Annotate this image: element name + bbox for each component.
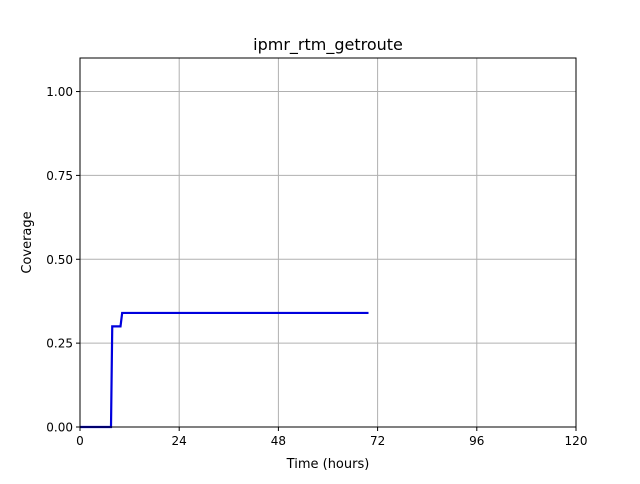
x-tick-label: 96 [469,434,484,448]
y-axis-label: Coverage [20,211,35,273]
coverage-series-line [80,311,369,429]
x-tick-label: 24 [172,434,187,448]
x-tick-label: 48 [271,434,286,448]
x-tick-label: 0 [76,434,84,448]
grid [79,58,577,428]
y-tick-label: 0.50 [46,253,73,267]
plot-frame [79,57,577,428]
y-tick-label: 0.00 [46,421,73,435]
y-tick-label: 0.75 [46,169,73,183]
x-tick-label: 120 [565,434,588,448]
x-tick-label: 72 [370,434,385,448]
series-layer [80,311,369,429]
chart-title: ipmr_rtm_getroute [253,35,403,55]
y-tick-label: 0.25 [46,337,73,351]
axis-ticks: 0 24 48 72 96 120 0.00 0.25 0.50 0.75 1.00 [46,85,587,448]
y-tick-label: 1.00 [46,85,73,99]
x-axis-label: Time (hours) [286,457,370,472]
